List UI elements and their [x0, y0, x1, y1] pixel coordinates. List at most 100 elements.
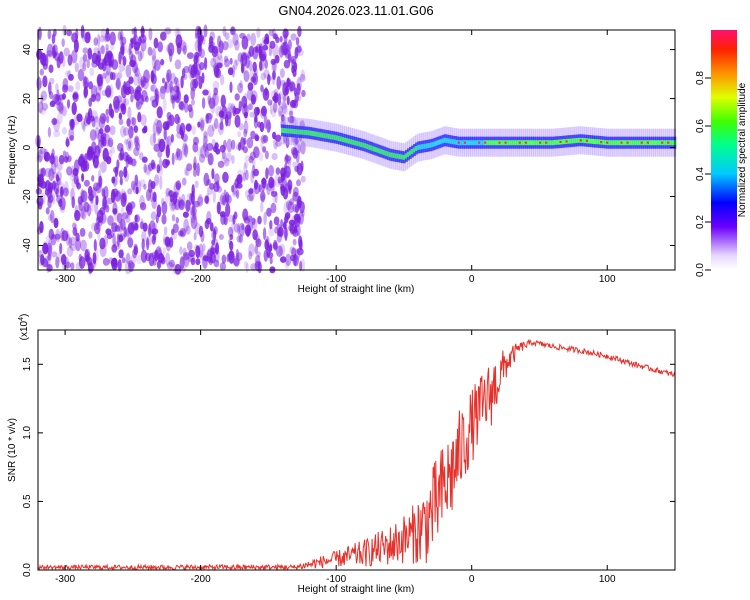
noise-blob — [252, 157, 256, 169]
noise-blob — [47, 197, 52, 209]
noise-blob — [223, 157, 230, 167]
ridge-peak — [559, 141, 563, 143]
noise-blob — [91, 117, 96, 128]
noise-blob — [58, 51, 64, 64]
noise-blob — [243, 92, 248, 103]
noise-blob — [157, 41, 163, 53]
y-tick-label: 1.5 — [22, 357, 33, 371]
ridge-core — [567, 138, 571, 144]
noise-blob — [195, 63, 202, 76]
noise-blob — [55, 83, 59, 92]
ridge-core — [632, 140, 636, 146]
noise-blob — [219, 144, 226, 153]
snr-plot-area — [38, 330, 675, 570]
noise-blob — [105, 63, 111, 76]
ridge-peak — [667, 141, 671, 144]
noise-blob — [121, 42, 125, 56]
noise-blob — [202, 89, 209, 96]
noise-blob — [39, 181, 47, 189]
noise-blob — [89, 129, 97, 141]
ridge-core — [366, 144, 370, 150]
ridge-core — [496, 140, 500, 146]
noise-blob — [252, 229, 258, 241]
noise-blob — [276, 223, 281, 232]
noise-blob — [202, 135, 208, 148]
noise-blob — [248, 60, 253, 71]
noise-blob — [81, 173, 85, 182]
noise-blob — [172, 192, 178, 205]
noise-blob — [148, 27, 153, 41]
noise-blob — [212, 92, 219, 107]
ridge-core — [657, 140, 661, 146]
noise-blob — [233, 107, 241, 115]
noise-blob — [111, 72, 116, 81]
ridge-core — [411, 149, 415, 154]
noise-blob — [159, 176, 163, 190]
ridge-core — [594, 139, 597, 145]
noise-blob — [83, 87, 87, 99]
noise-blob — [103, 234, 109, 247]
noise-blob — [206, 217, 212, 225]
noise-blob — [110, 146, 115, 154]
noise-blob — [111, 244, 118, 253]
noise-blob — [163, 236, 170, 246]
noise-blob — [43, 255, 51, 267]
x-tick-label: -100 — [326, 274, 346, 285]
noise-blob — [162, 247, 166, 255]
noise-blob — [280, 100, 287, 110]
noise-blob — [59, 204, 66, 213]
noise-blob — [195, 245, 201, 259]
noise-blob — [150, 211, 157, 221]
noise-blob — [128, 260, 134, 273]
ridge-core — [323, 133, 327, 139]
noise-blob — [102, 72, 107, 79]
noise-blob — [295, 37, 300, 46]
ridge-core — [439, 139, 443, 145]
noise-blob — [274, 54, 280, 64]
noise-blob — [134, 137, 139, 144]
noise-blob — [190, 69, 195, 79]
noise-blob — [247, 82, 254, 91]
ridge-core — [512, 140, 516, 146]
noise-blob — [211, 139, 216, 150]
ridge-peak — [585, 139, 589, 142]
ridge-core — [642, 140, 646, 146]
noise-blob — [189, 193, 193, 206]
noise-blob — [254, 134, 260, 142]
ridge-core — [508, 140, 512, 146]
noise-blob — [240, 136, 245, 151]
noise-blob — [128, 140, 132, 150]
noise-blob — [227, 67, 234, 76]
ridge-core — [636, 140, 640, 146]
noise-blob — [246, 215, 253, 222]
noise-blob — [261, 36, 267, 47]
noise-blob — [82, 121, 86, 132]
noise-blob — [134, 62, 139, 77]
amplitude-colorbar: 0.0 0.2 0.4 0.6 0.8 Normalized spectral ampl… — [695, 30, 748, 277]
noise-blob — [101, 58, 107, 72]
noise-blob — [295, 94, 302, 102]
noise-blob — [243, 260, 248, 269]
noise-blob — [275, 167, 281, 175]
noise-blob — [283, 29, 290, 37]
ridge-core — [311, 131, 315, 136]
noise-blob — [234, 114, 241, 128]
noise-blob — [278, 105, 283, 116]
noise-blob — [70, 243, 77, 252]
noise-blob — [296, 179, 301, 187]
noise-blob — [209, 31, 215, 41]
noise-blob — [237, 82, 244, 94]
ridge-core — [348, 138, 351, 144]
noise-blob — [43, 151, 51, 162]
x-tick-label: -100 — [326, 574, 346, 585]
noise-blob — [66, 29, 72, 37]
noise-blob — [131, 117, 137, 126]
noise-blob — [208, 41, 215, 49]
noise-blob — [174, 151, 179, 161]
noise-blob — [263, 69, 270, 79]
noise-blob — [237, 223, 241, 236]
noise-blob — [292, 203, 300, 213]
noise-blob — [98, 215, 104, 224]
noise-blob — [75, 238, 81, 252]
